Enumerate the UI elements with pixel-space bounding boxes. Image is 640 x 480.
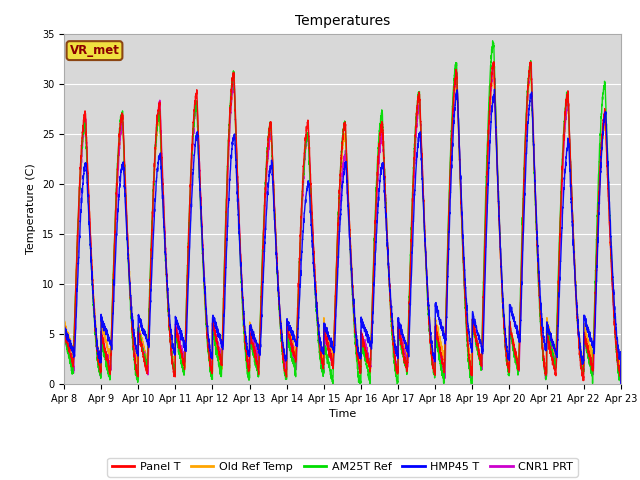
Text: VR_met: VR_met bbox=[70, 44, 120, 57]
Title: Temperatures: Temperatures bbox=[295, 14, 390, 28]
X-axis label: Time: Time bbox=[329, 409, 356, 419]
Y-axis label: Temperature (C): Temperature (C) bbox=[26, 163, 36, 254]
Legend: Panel T, Old Ref Temp, AM25T Ref, HMP45 T, CNR1 PRT: Panel T, Old Ref Temp, AM25T Ref, HMP45 … bbox=[108, 457, 577, 477]
